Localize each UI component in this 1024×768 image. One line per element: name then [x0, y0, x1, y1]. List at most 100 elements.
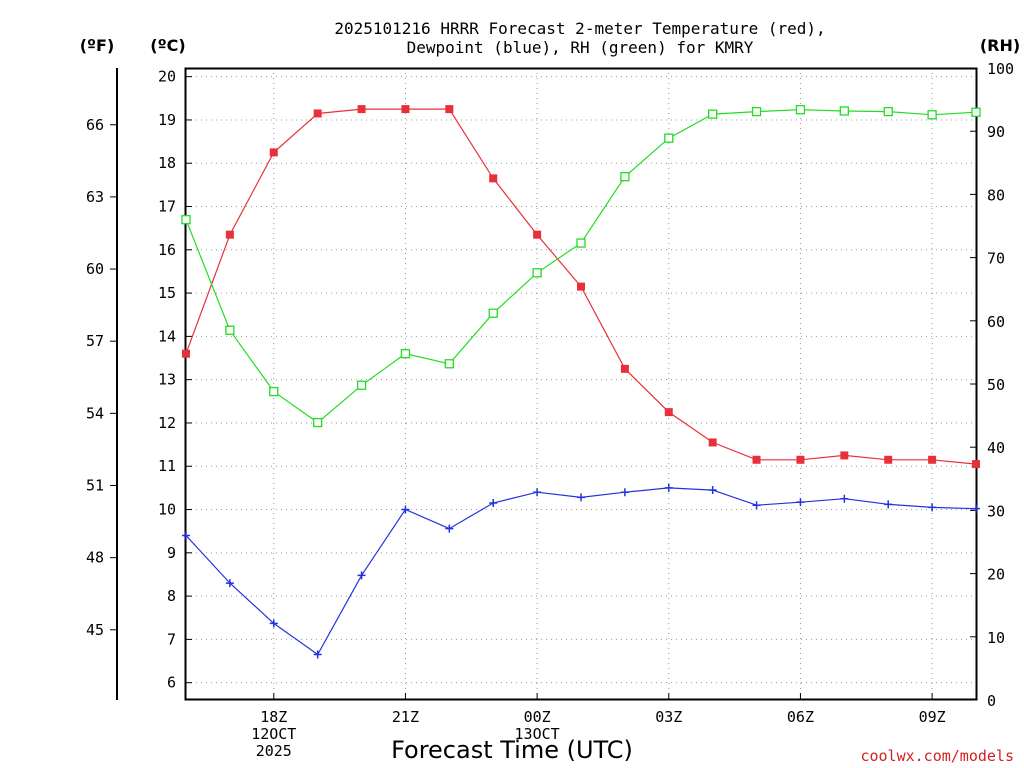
temperature-point: [796, 455, 805, 464]
x-tick-label: 09Z: [919, 708, 946, 726]
rh-tick-label: 40: [987, 439, 1005, 457]
rh-tick-label: 30: [987, 502, 1005, 520]
dewpoint-point: [401, 505, 410, 514]
fahrenheit-unit-label: (ºF): [80, 36, 115, 55]
dewpoint-point: [577, 493, 585, 502]
celsius-tick-label: 20: [158, 68, 176, 86]
dewpoint-point: [664, 483, 673, 492]
rh-point: [971, 107, 981, 117]
x-tick-label: 13OCT: [515, 725, 560, 743]
rh-point: [708, 109, 718, 119]
temperature-point: [884, 455, 893, 464]
x-tick-label: 06Z: [787, 708, 814, 726]
dewpoint-point: [708, 486, 717, 495]
x-tick-label: 2025: [256, 742, 292, 760]
dewpoint-point: [620, 488, 629, 497]
rh-tick-label: 60: [987, 313, 1005, 331]
temperature-point: [664, 408, 673, 417]
celsius-tick-label: 9: [167, 544, 176, 562]
rh-point: [269, 386, 279, 397]
rh-point: [313, 417, 323, 428]
rh-point: [225, 325, 235, 335]
x-tick-label: 00Z: [524, 708, 551, 726]
dewpoint-point: [533, 488, 542, 497]
temperature-point: [489, 174, 498, 183]
dewpoint-point: [884, 500, 893, 509]
dewpoint-point: [840, 494, 849, 503]
dewpoint-point: [489, 499, 498, 508]
dewpoint-line: [185, 487, 977, 656]
rh-point: [664, 133, 674, 143]
dewpoint-point: [928, 503, 937, 512]
fahrenheit-tick-label: 45: [86, 621, 104, 639]
temperature-point: [708, 438, 717, 447]
rh-point: [444, 359, 454, 369]
dewpoint-point: [313, 650, 322, 659]
temperature-point: [445, 105, 454, 114]
temperature-point: [225, 230, 234, 239]
temperature-point: [401, 105, 410, 114]
dewpoint-point: [445, 524, 454, 533]
rh-tick-label: 20: [987, 566, 1005, 584]
celsius-tick-label: 15: [158, 284, 176, 302]
dewpoint-point: [225, 579, 234, 588]
plot-frame: [184, 67, 978, 701]
fahrenheit-tick-label: 48: [86, 549, 104, 567]
temperature-point: [577, 282, 585, 291]
celsius-tick-label: 12: [158, 414, 176, 432]
celsius-tick-label: 18: [158, 154, 176, 172]
temperature-point: [533, 230, 542, 239]
rh-tick-label: 50: [987, 376, 1005, 394]
rh-point: [356, 380, 367, 390]
dewpoint-point: [269, 619, 278, 628]
temperature-point: [269, 148, 278, 157]
temperature-point: [928, 455, 937, 464]
x-tick-label: 18Z: [260, 708, 287, 726]
celsius-tick-label: 6: [167, 674, 176, 692]
rh-tick-labels: 0 10 20 30 40 50 60 70 80 90 100: [970, 60, 1014, 710]
temperature-point: [357, 105, 366, 114]
celsius-tick-label: 16: [158, 241, 176, 259]
dewpoint-point: [972, 504, 980, 513]
dewpoint-point: [182, 531, 190, 540]
rh-point: [839, 106, 849, 116]
x-tick-label: 12OCT: [251, 725, 296, 743]
dewpoint-point: [357, 571, 366, 580]
rh-point: [795, 105, 806, 115]
celsius-tick-label: 17: [158, 198, 176, 216]
rh-tick-label: 70: [987, 250, 1005, 268]
celsius-tick-labels: 6 7 8 9 10 11 12 13 14 15 16 17 18 19 20: [158, 68, 192, 692]
rh-point: [927, 110, 937, 120]
rh-tick-label: 90: [987, 123, 1005, 141]
celsius-tick-label: 10: [158, 501, 176, 519]
fahrenheit-tick-label: 51: [86, 476, 104, 494]
rh-point: [488, 308, 498, 318]
rh-tick-label: 0: [987, 692, 996, 710]
rh-point: [532, 268, 542, 278]
rh-point: [576, 238, 586, 248]
rh-tick-label: 10: [987, 629, 1005, 647]
temperature-point: [182, 349, 190, 358]
dewpoint-point: [796, 498, 805, 507]
temperature-point: [620, 364, 629, 373]
celsius-tick-label: 8: [167, 587, 176, 605]
rh-point: [883, 106, 893, 117]
celsius-tick-label: 19: [158, 111, 176, 129]
fahrenheit-tick-labels: 45 48 51 54 57 60 63 66: [86, 116, 117, 639]
dewpoint-point: [752, 501, 761, 510]
chart-title-line2: Dewpoint (blue), RH (green) for KMRY: [407, 38, 754, 57]
fahrenheit-tick-label: 60: [86, 260, 104, 278]
data-series: [181, 105, 981, 659]
rh-point: [400, 349, 411, 359]
celsius-tick-label: 7: [167, 630, 176, 648]
temperature-point: [752, 455, 761, 464]
rh-point: [181, 215, 191, 225]
rh-tick-label: 100: [987, 60, 1014, 78]
celsius-tick-label: 13: [158, 371, 176, 389]
rh-unit-label: (RH): [980, 36, 1020, 55]
credit-text: coolwx.com/models: [860, 747, 1014, 765]
chart-title-line1: 2025101216 HRRR Forecast 2-meter Tempera…: [334, 19, 825, 38]
temperature-point: [972, 460, 980, 469]
